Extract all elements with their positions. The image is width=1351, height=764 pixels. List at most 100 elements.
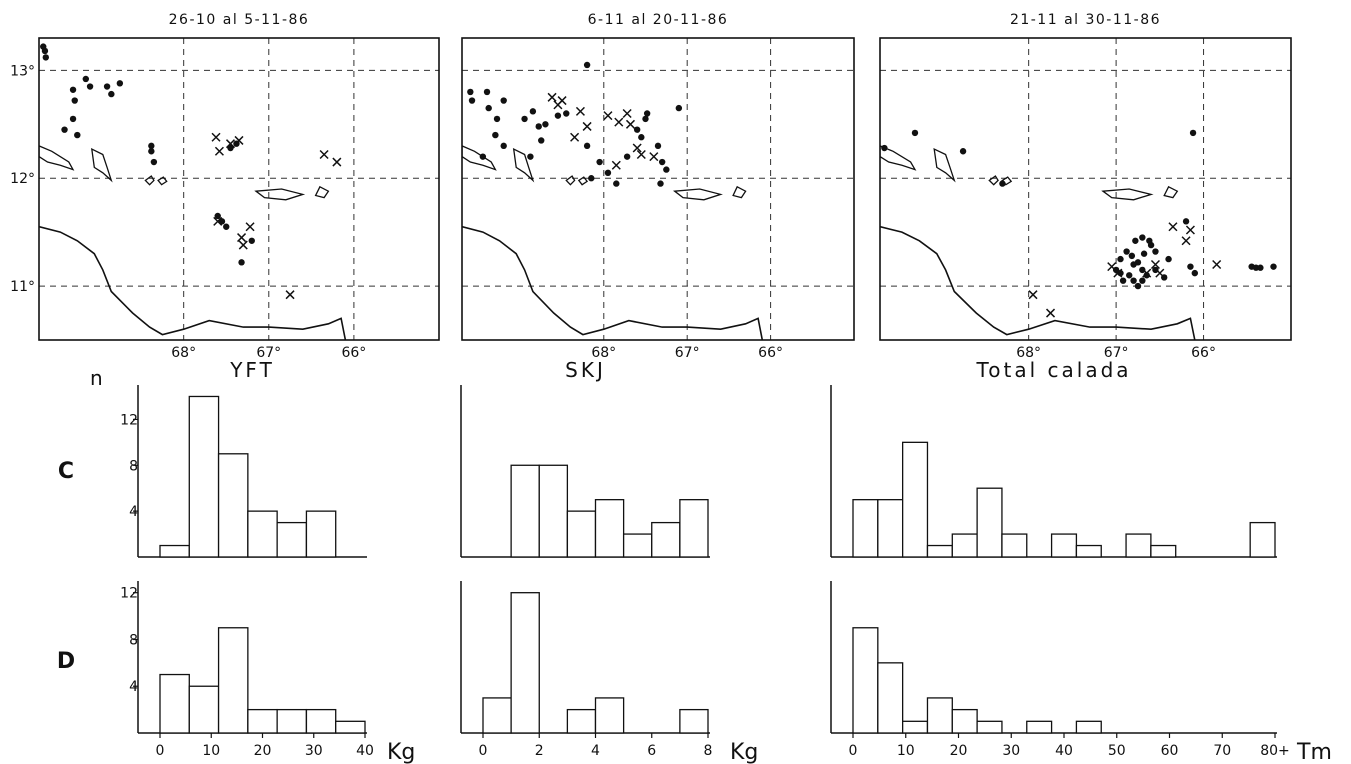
- x-tick-label: 40: [1055, 743, 1073, 759]
- map-set-dot: [479, 153, 487, 160]
- x-tick-label: 20: [254, 743, 272, 759]
- map-set-cross: [1045, 308, 1056, 318]
- map-set-cross: [245, 222, 255, 232]
- map-island: [462, 145, 497, 171]
- map-set-dot: [483, 88, 491, 96]
- map-set-dot: [69, 115, 77, 123]
- map-coastline: [880, 225, 1196, 340]
- bar: [305, 510, 337, 558]
- map-set-dot: [529, 108, 537, 115]
- map-set-dot: [521, 115, 528, 123]
- map-island: [144, 175, 155, 186]
- map-set-dot: [223, 223, 230, 230]
- map-set-cross: [603, 111, 613, 121]
- bar: [276, 708, 308, 734]
- map-set-dot: [61, 126, 68, 133]
- histogram-c-skj: SKJ: [460, 358, 710, 558]
- x-tick-label: 0: [156, 743, 165, 759]
- map-set-dot: [1257, 264, 1264, 271]
- map-lon-tick-label: 67°: [1104, 345, 1129, 361]
- bar: [679, 499, 709, 558]
- map-set-dot: [82, 75, 90, 83]
- map-set-cross: [557, 96, 567, 106]
- x-axis-unit: Kg: [387, 740, 415, 764]
- bar: [901, 441, 929, 558]
- map-set-cross: [214, 146, 224, 156]
- map-set-dot: [911, 129, 919, 137]
- map-set-dot: [654, 142, 662, 150]
- x-tick-label: 70: [1213, 743, 1231, 759]
- bar: [217, 453, 249, 558]
- map-set-dot: [493, 115, 501, 123]
- bar: [1075, 544, 1102, 558]
- bar: [510, 592, 540, 734]
- map-set-dot: [613, 180, 620, 187]
- map-title: 26-10 al 5-11-86: [169, 12, 310, 28]
- map-island: [933, 147, 956, 183]
- map-set-dot: [563, 110, 570, 117]
- map-set-cross: [225, 139, 236, 149]
- bar: [1026, 720, 1053, 734]
- map-set-cross: [1155, 268, 1165, 278]
- map-island: [254, 188, 306, 201]
- histogram-d-total: 0 10 20 30 40 50 60 70 80+ Tm: [830, 581, 1332, 764]
- map-set-cross: [213, 216, 223, 226]
- bar: [1125, 533, 1152, 558]
- map-set-dot: [542, 121, 549, 128]
- map-frame: [38, 37, 440, 341]
- bar: [1001, 533, 1028, 558]
- map-island: [1101, 188, 1154, 201]
- x-tick-label: 40: [356, 743, 374, 759]
- bar: [951, 533, 978, 558]
- map-set-dot: [1139, 266, 1146, 274]
- map-lon-tick-label: 66°: [341, 345, 366, 361]
- map-lat-tick-label: 12°: [10, 171, 35, 187]
- map-set-dot: [855, 277, 861, 283]
- map-set-dot: [588, 175, 595, 182]
- map-set-dot: [658, 158, 666, 166]
- map-lon-tick-label: 68°: [591, 345, 616, 361]
- x-tick-label: 30: [1002, 743, 1020, 759]
- map-set-dot: [42, 54, 50, 61]
- map-set-cross: [632, 143, 642, 153]
- map-set-dot: [1134, 282, 1142, 290]
- map-set-dot: [1152, 248, 1159, 255]
- map-set-dot: [492, 131, 499, 139]
- map-set-dot: [1126, 272, 1133, 279]
- bar: [566, 708, 597, 734]
- map-lon-tick-label: 66°: [758, 345, 783, 361]
- x-tick-label: 4: [591, 743, 600, 759]
- y-tick-label: 8: [129, 632, 138, 648]
- map-set-cross: [649, 152, 659, 162]
- map-island: [39, 145, 75, 171]
- row-label-d: D: [57, 649, 75, 674]
- bar: [335, 720, 366, 734]
- map-set-dot: [1270, 263, 1277, 270]
- map-set-cross: [636, 149, 646, 160]
- map-set-dot: [1165, 255, 1172, 263]
- map-set-cross: [234, 135, 244, 145]
- map-island: [672, 188, 723, 201]
- bar: [1050, 533, 1078, 558]
- map-lon-tick-label: 67°: [256, 345, 281, 361]
- histogram-d-yft: 4 8 12 0 10 20 30 40 Kg: [120, 581, 415, 764]
- map-set-dot: [1117, 255, 1124, 263]
- bar: [1150, 544, 1177, 558]
- map-set-dot: [467, 88, 474, 96]
- map-set-dot: [657, 180, 664, 187]
- map-set-cross: [237, 233, 247, 243]
- map-set-dot: [638, 134, 645, 141]
- map-set-cross: [1142, 268, 1152, 278]
- histogram-c-yft: 4 8 12 YFT: [120, 358, 367, 558]
- x-tick-label: 50: [1108, 743, 1126, 759]
- bar: [679, 708, 709, 734]
- bar: [852, 627, 879, 734]
- map-content: [880, 38, 1291, 340]
- map-panel-3: 21-11 al 30-11-86 68° 67° 66°: [879, 12, 1292, 361]
- panel-title: SKJ: [565, 358, 606, 382]
- map-set-dot: [86, 83, 94, 90]
- bar: [926, 697, 953, 734]
- map-set-dot: [1112, 266, 1120, 274]
- bar: [247, 708, 278, 734]
